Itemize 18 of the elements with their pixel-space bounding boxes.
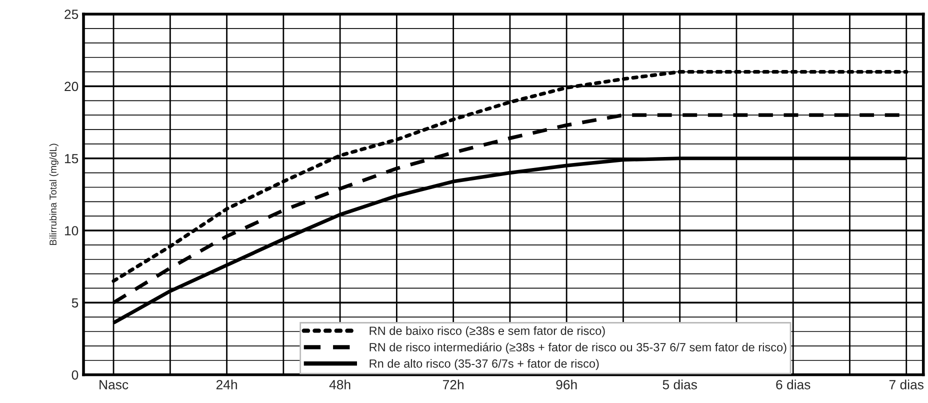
y-tick-label: 20 <box>64 82 78 92</box>
y-axis-title: Bilirrubina Total (mg/dL) <box>49 144 58 245</box>
x-tick-label: 7 dias <box>889 380 924 390</box>
y-tick-label: 5 <box>72 298 78 308</box>
legend-label: RN de baixo risco (≥38s e sem fator de risco) <box>370 326 605 338</box>
x-tick-label: 24h <box>216 380 237 390</box>
x-tick-label: 5 dias <box>662 380 697 390</box>
y-tick-label: 0 <box>72 370 78 380</box>
x-tick-label: 72h <box>442 380 464 390</box>
x-tick-label: 6 dias <box>776 380 810 390</box>
x-tick-label: 96h <box>556 380 577 390</box>
y-tick-label: 10 <box>64 226 78 236</box>
x-tick-label: Nasc <box>100 380 128 390</box>
y-tick-label: 15 <box>64 154 78 164</box>
y-tick-label: 25 <box>64 10 78 20</box>
legend-label: Rn de alto risco (35-37 6/7s + fator de risco) <box>370 359 599 370</box>
x-tick-label: 48h <box>329 380 350 390</box>
legend-label: RN de risco intermediário (≥38s + fator de risco ou 35-37 6/7 sem fator de risco) <box>370 342 786 354</box>
